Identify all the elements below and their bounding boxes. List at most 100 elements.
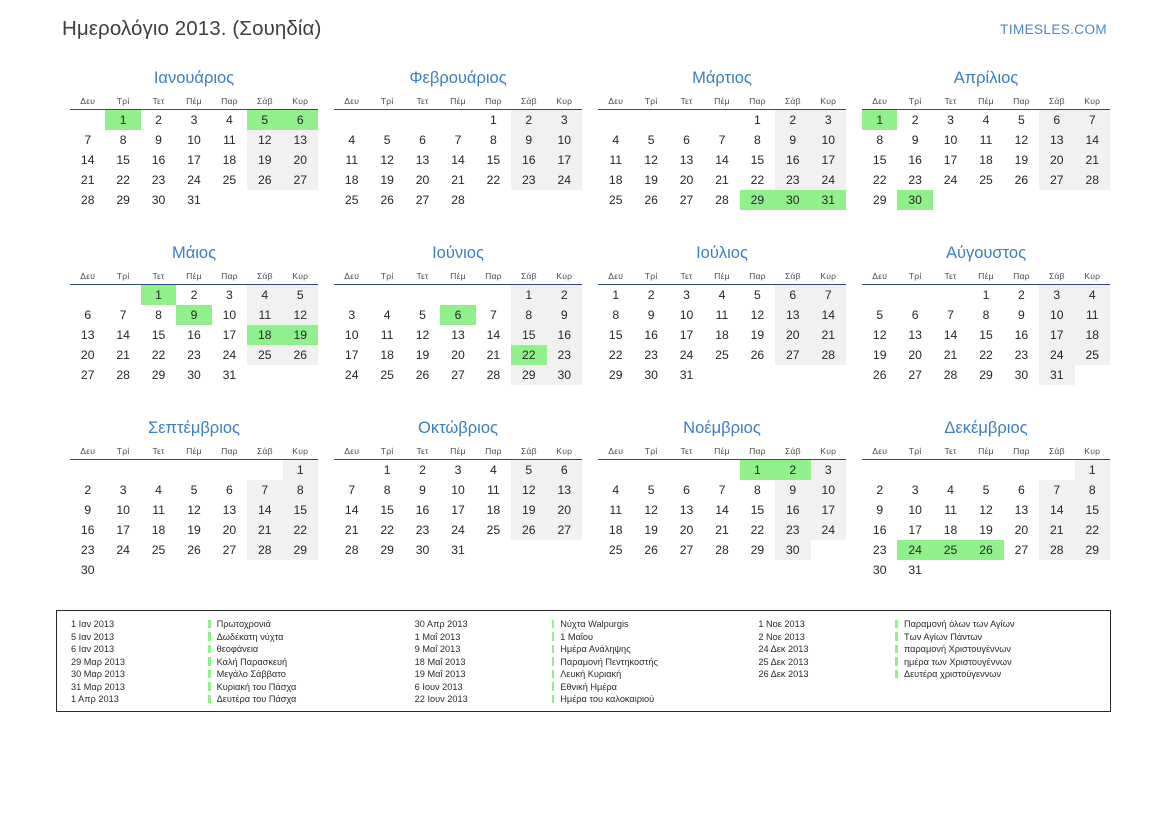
day-cell[interactable]: 18 bbox=[715, 328, 729, 342]
day-cell[interactable]: 16 bbox=[415, 503, 430, 517]
day-cell[interactable]: 11 bbox=[247, 305, 283, 325]
day-cell-holiday[interactable]: 22 bbox=[511, 345, 547, 365]
day-cell[interactable]: 14 bbox=[810, 305, 846, 325]
day-cell[interactable]: 29 bbox=[979, 368, 993, 382]
day-cell[interactable]: 9 bbox=[84, 503, 92, 517]
day-cell[interactable]: 16 bbox=[546, 325, 582, 345]
day-cell[interactable]: 16 bbox=[775, 500, 811, 520]
day-cell[interactable]: 11 bbox=[487, 483, 500, 497]
day-cell[interactable]: 9 bbox=[775, 480, 811, 500]
day-cell[interactable]: 3 bbox=[1039, 284, 1075, 305]
day-cell-holiday[interactable]: 19 bbox=[282, 325, 318, 345]
day-cell[interactable]: 21 bbox=[943, 348, 958, 362]
day-cell[interactable]: 11 bbox=[345, 153, 359, 167]
day-cell-holiday[interactable]: 31 bbox=[810, 190, 846, 210]
day-cell[interactable]: 30 bbox=[546, 365, 582, 385]
day-cell[interactable]: 19 bbox=[415, 348, 430, 362]
day-cell[interactable]: 28 bbox=[943, 368, 958, 382]
day-cell[interactable]: 5 bbox=[982, 483, 990, 497]
day-cell[interactable]: 8 bbox=[383, 483, 391, 497]
day-cell[interactable]: 27 bbox=[679, 193, 694, 207]
day-cell[interactable]: 13 bbox=[546, 480, 582, 500]
day-cell[interactable]: 3 bbox=[119, 483, 127, 497]
day-cell[interactable]: 26 bbox=[187, 543, 201, 557]
day-cell[interactable]: 23 bbox=[546, 345, 582, 365]
day-cell[interactable]: 18 bbox=[979, 153, 993, 167]
day-cell[interactable]: 17 bbox=[810, 150, 846, 170]
day-cell[interactable]: 25 bbox=[344, 193, 359, 207]
day-cell[interactable]: 31 bbox=[187, 193, 201, 207]
day-cell[interactable]: 10 bbox=[344, 328, 359, 342]
day-cell[interactable]: 12 bbox=[979, 503, 993, 517]
day-cell[interactable]: 26 bbox=[644, 193, 658, 207]
day-cell[interactable]: 29 bbox=[872, 193, 887, 207]
day-cell[interactable]: 19 bbox=[511, 500, 547, 520]
day-cell[interactable]: 24 bbox=[451, 523, 465, 537]
day-cell[interactable]: 4 bbox=[226, 113, 233, 127]
day-cell[interactable]: 10 bbox=[222, 308, 237, 322]
day-cell[interactable]: 22 bbox=[979, 348, 993, 362]
day-cell[interactable]: 15 bbox=[608, 328, 623, 342]
day-cell[interactable]: 20 bbox=[546, 500, 582, 520]
day-cell[interactable]: 11 bbox=[715, 308, 729, 322]
day-cell[interactable]: 11 bbox=[1074, 305, 1110, 325]
day-cell[interactable]: 16 bbox=[80, 523, 95, 537]
day-cell[interactable]: 5 bbox=[647, 483, 655, 497]
day-cell[interactable]: 16 bbox=[644, 328, 658, 342]
day-cell[interactable]: 5 bbox=[383, 133, 391, 147]
day-cell[interactable]: 24 bbox=[810, 170, 846, 190]
day-cell[interactable]: 5 bbox=[419, 308, 426, 322]
day-cell[interactable]: 1 bbox=[754, 113, 761, 127]
day-cell[interactable]: 13 bbox=[679, 503, 694, 517]
day-cell[interactable]: 16 bbox=[872, 523, 887, 537]
day-cell[interactable]: 13 bbox=[451, 328, 465, 342]
day-cell[interactable]: 8 bbox=[754, 483, 761, 497]
day-cell[interactable]: 9 bbox=[155, 133, 162, 147]
day-cell[interactable]: 10 bbox=[1039, 305, 1075, 325]
day-cell[interactable]: 28 bbox=[247, 540, 283, 560]
day-cell[interactable]: 8 bbox=[982, 308, 990, 322]
day-cell[interactable]: 14 bbox=[80, 153, 95, 167]
day-cell[interactable]: 12 bbox=[750, 308, 765, 322]
day-cell[interactable]: 28 bbox=[810, 345, 846, 365]
day-cell[interactable]: 23 bbox=[644, 348, 658, 362]
day-cell[interactable]: 25 bbox=[247, 345, 283, 365]
day-cell[interactable]: 7 bbox=[718, 133, 726, 147]
day-cell[interactable]: 8 bbox=[612, 308, 620, 322]
day-cell[interactable]: 8 bbox=[754, 133, 761, 147]
day-cell[interactable]: 25 bbox=[715, 348, 729, 362]
day-cell[interactable]: 14 bbox=[451, 153, 465, 167]
day-cell[interactable]: 12 bbox=[380, 153, 394, 167]
day-cell[interactable]: 19 bbox=[187, 523, 201, 537]
day-cell[interactable]: 25 bbox=[222, 173, 237, 187]
day-cell[interactable]: 17 bbox=[679, 328, 694, 342]
day-cell[interactable]: 3 bbox=[226, 288, 233, 302]
day-cell[interactable]: 27 bbox=[775, 345, 811, 365]
day-cell[interactable]: 8 bbox=[511, 305, 547, 325]
day-cell[interactable]: 7 bbox=[490, 308, 497, 322]
day-cell[interactable]: 17 bbox=[1039, 325, 1075, 345]
day-cell[interactable]: 4 bbox=[1074, 284, 1110, 305]
day-cell[interactable]: 12 bbox=[644, 503, 658, 517]
day-cell[interactable]: 27 bbox=[546, 520, 582, 540]
day-cell[interactable]: 19 bbox=[247, 150, 283, 170]
day-cell[interactable]: 11 bbox=[979, 133, 993, 147]
day-cell[interactable]: 23 bbox=[908, 173, 922, 187]
day-cell[interactable]: 16 bbox=[1014, 328, 1029, 342]
day-cell-holiday[interactable]: 25 bbox=[932, 540, 969, 560]
day-cell[interactable]: 24 bbox=[344, 368, 359, 382]
day-cell[interactable]: 30 bbox=[80, 563, 95, 577]
day-cell[interactable]: 20 bbox=[908, 348, 922, 362]
day-cell[interactable]: 23 bbox=[872, 543, 887, 557]
day-cell[interactable]: 5 bbox=[282, 284, 318, 305]
day-cell[interactable]: 3 bbox=[683, 288, 690, 302]
day-cell[interactable]: 17 bbox=[810, 500, 846, 520]
day-cell-holiday[interactable]: 1 bbox=[140, 284, 177, 305]
day-cell[interactable]: 31 bbox=[451, 543, 465, 557]
day-cell[interactable]: 14 bbox=[1074, 130, 1110, 150]
day-cell[interactable]: 17 bbox=[908, 523, 922, 537]
day-cell[interactable]: 24 bbox=[222, 348, 237, 362]
day-cell[interactable]: 12 bbox=[187, 503, 201, 517]
day-cell[interactable]: 24 bbox=[1039, 345, 1075, 365]
day-cell[interactable]: 20 bbox=[679, 523, 694, 537]
